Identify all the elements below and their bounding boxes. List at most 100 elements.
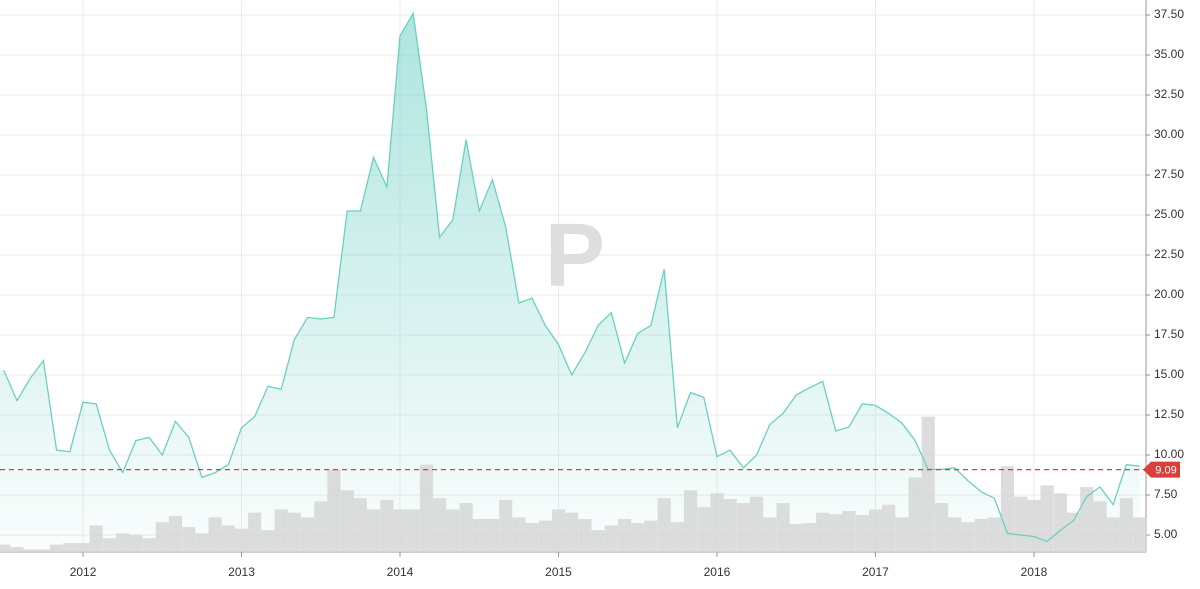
volume-bar	[301, 517, 315, 552]
x-tick-label: 2017	[862, 565, 889, 579]
volume-bar	[234, 528, 249, 552]
x-tick-label: 2013	[228, 565, 255, 579]
plot: 9.09	[0, 11, 1180, 552]
volume-bar	[961, 522, 975, 552]
volume-bar	[1000, 466, 1015, 552]
volume-bar	[1066, 512, 1081, 552]
volume-bar	[76, 543, 90, 552]
volume-bar	[419, 464, 434, 552]
volume-bar	[433, 498, 447, 552]
volume-bar	[736, 503, 751, 552]
volume-bar	[168, 515, 183, 552]
volume-bar	[274, 509, 288, 552]
volume-bar	[116, 533, 130, 552]
volume-bar	[578, 519, 592, 552]
volume-bar	[987, 517, 1001, 552]
volume-bar	[327, 469, 341, 552]
x-tick-label: 2016	[704, 565, 731, 579]
volume-bar	[1093, 501, 1107, 552]
volume-bar	[842, 511, 856, 552]
volume-bar	[340, 490, 354, 552]
volume-bar	[0, 544, 11, 552]
volume-bar	[921, 416, 935, 552]
volume-bar	[683, 490, 698, 552]
volume-bar	[314, 501, 328, 552]
volume-bar	[1027, 499, 1041, 552]
volume-bar	[591, 530, 605, 552]
volume-bar	[631, 523, 645, 552]
y-tick-label: 12.50	[1154, 407, 1184, 421]
volume-bar	[710, 493, 724, 552]
volume-bar	[618, 519, 632, 552]
volume-bar	[895, 517, 909, 552]
y-tick-label: 22.50	[1154, 247, 1184, 261]
volume-bar	[366, 509, 381, 552]
volume-bar	[63, 543, 77, 552]
volume-bar	[353, 498, 367, 552]
volume-bar	[129, 535, 143, 552]
volume-bar	[406, 509, 420, 552]
volume-bar	[697, 507, 711, 552]
volume-bar	[248, 512, 262, 552]
y-tick-label: 30.00	[1154, 127, 1184, 141]
volume-bar	[208, 517, 222, 552]
y-tick-label: 20.00	[1154, 287, 1184, 301]
volume-bar	[1119, 498, 1133, 552]
volume-bar	[657, 498, 671, 552]
volume-bar	[472, 519, 486, 552]
y-tick-label: 27.50	[1154, 167, 1184, 181]
price-line	[3, 11, 1140, 543]
volume-bar	[1040, 485, 1054, 552]
volume-bar	[789, 523, 803, 552]
y-tick-label: 32.50	[1154, 87, 1184, 101]
y-tick-label: 7.50	[1154, 487, 1178, 501]
volume-bar	[934, 503, 949, 552]
volume-bar	[446, 509, 460, 552]
volume-bar	[1014, 496, 1028, 552]
volume-bar	[23, 549, 37, 552]
x-tick-label: 2015	[545, 565, 572, 579]
volume-bar	[948, 517, 962, 552]
volume-bar	[816, 512, 830, 552]
volume-bar	[89, 525, 103, 552]
volume-bar	[380, 499, 394, 552]
volume-bar	[763, 517, 777, 552]
y-tick-label: 35.00	[1154, 47, 1184, 61]
volume-bar	[261, 530, 275, 552]
last-price-badge	[1143, 461, 1180, 478]
volume-bar	[604, 525, 618, 552]
volume-bar	[195, 533, 209, 552]
volume-bar	[670, 522, 684, 552]
y-tick-label: 25.00	[1154, 207, 1184, 221]
volume-bar	[723, 499, 737, 552]
volume-bar	[1133, 517, 1147, 552]
y-tick-label: 15.00	[1154, 367, 1184, 381]
volume-bar	[50, 544, 64, 552]
volume-bar	[485, 519, 499, 552]
volume-bar	[393, 509, 407, 552]
y-tick-label: 37.50	[1154, 7, 1184, 21]
volume-bar	[36, 549, 51, 552]
volume-bar	[908, 477, 922, 552]
volume-bar	[551, 509, 566, 552]
volume-bar	[102, 538, 117, 552]
x-tick-label: 2018	[1021, 565, 1048, 579]
volume-bar	[1053, 493, 1067, 552]
volume-bar	[142, 538, 156, 552]
x-tick-label: 2014	[387, 565, 414, 579]
volume-bar	[182, 527, 196, 552]
watermark: P	[545, 206, 605, 306]
last-price-label: 9.09	[1155, 465, 1176, 477]
volume-bar	[750, 496, 764, 552]
volume-bar	[855, 515, 869, 552]
volume-bar	[829, 514, 843, 552]
volume-bar	[882, 504, 896, 552]
volume-bar	[538, 520, 552, 552]
volume-bar	[776, 503, 790, 552]
volume-bar	[287, 512, 301, 552]
volume-bar	[802, 523, 816, 552]
volume-bar	[499, 499, 513, 552]
volume-bar	[868, 509, 883, 552]
y-tick-label: 5.00	[1154, 527, 1178, 541]
